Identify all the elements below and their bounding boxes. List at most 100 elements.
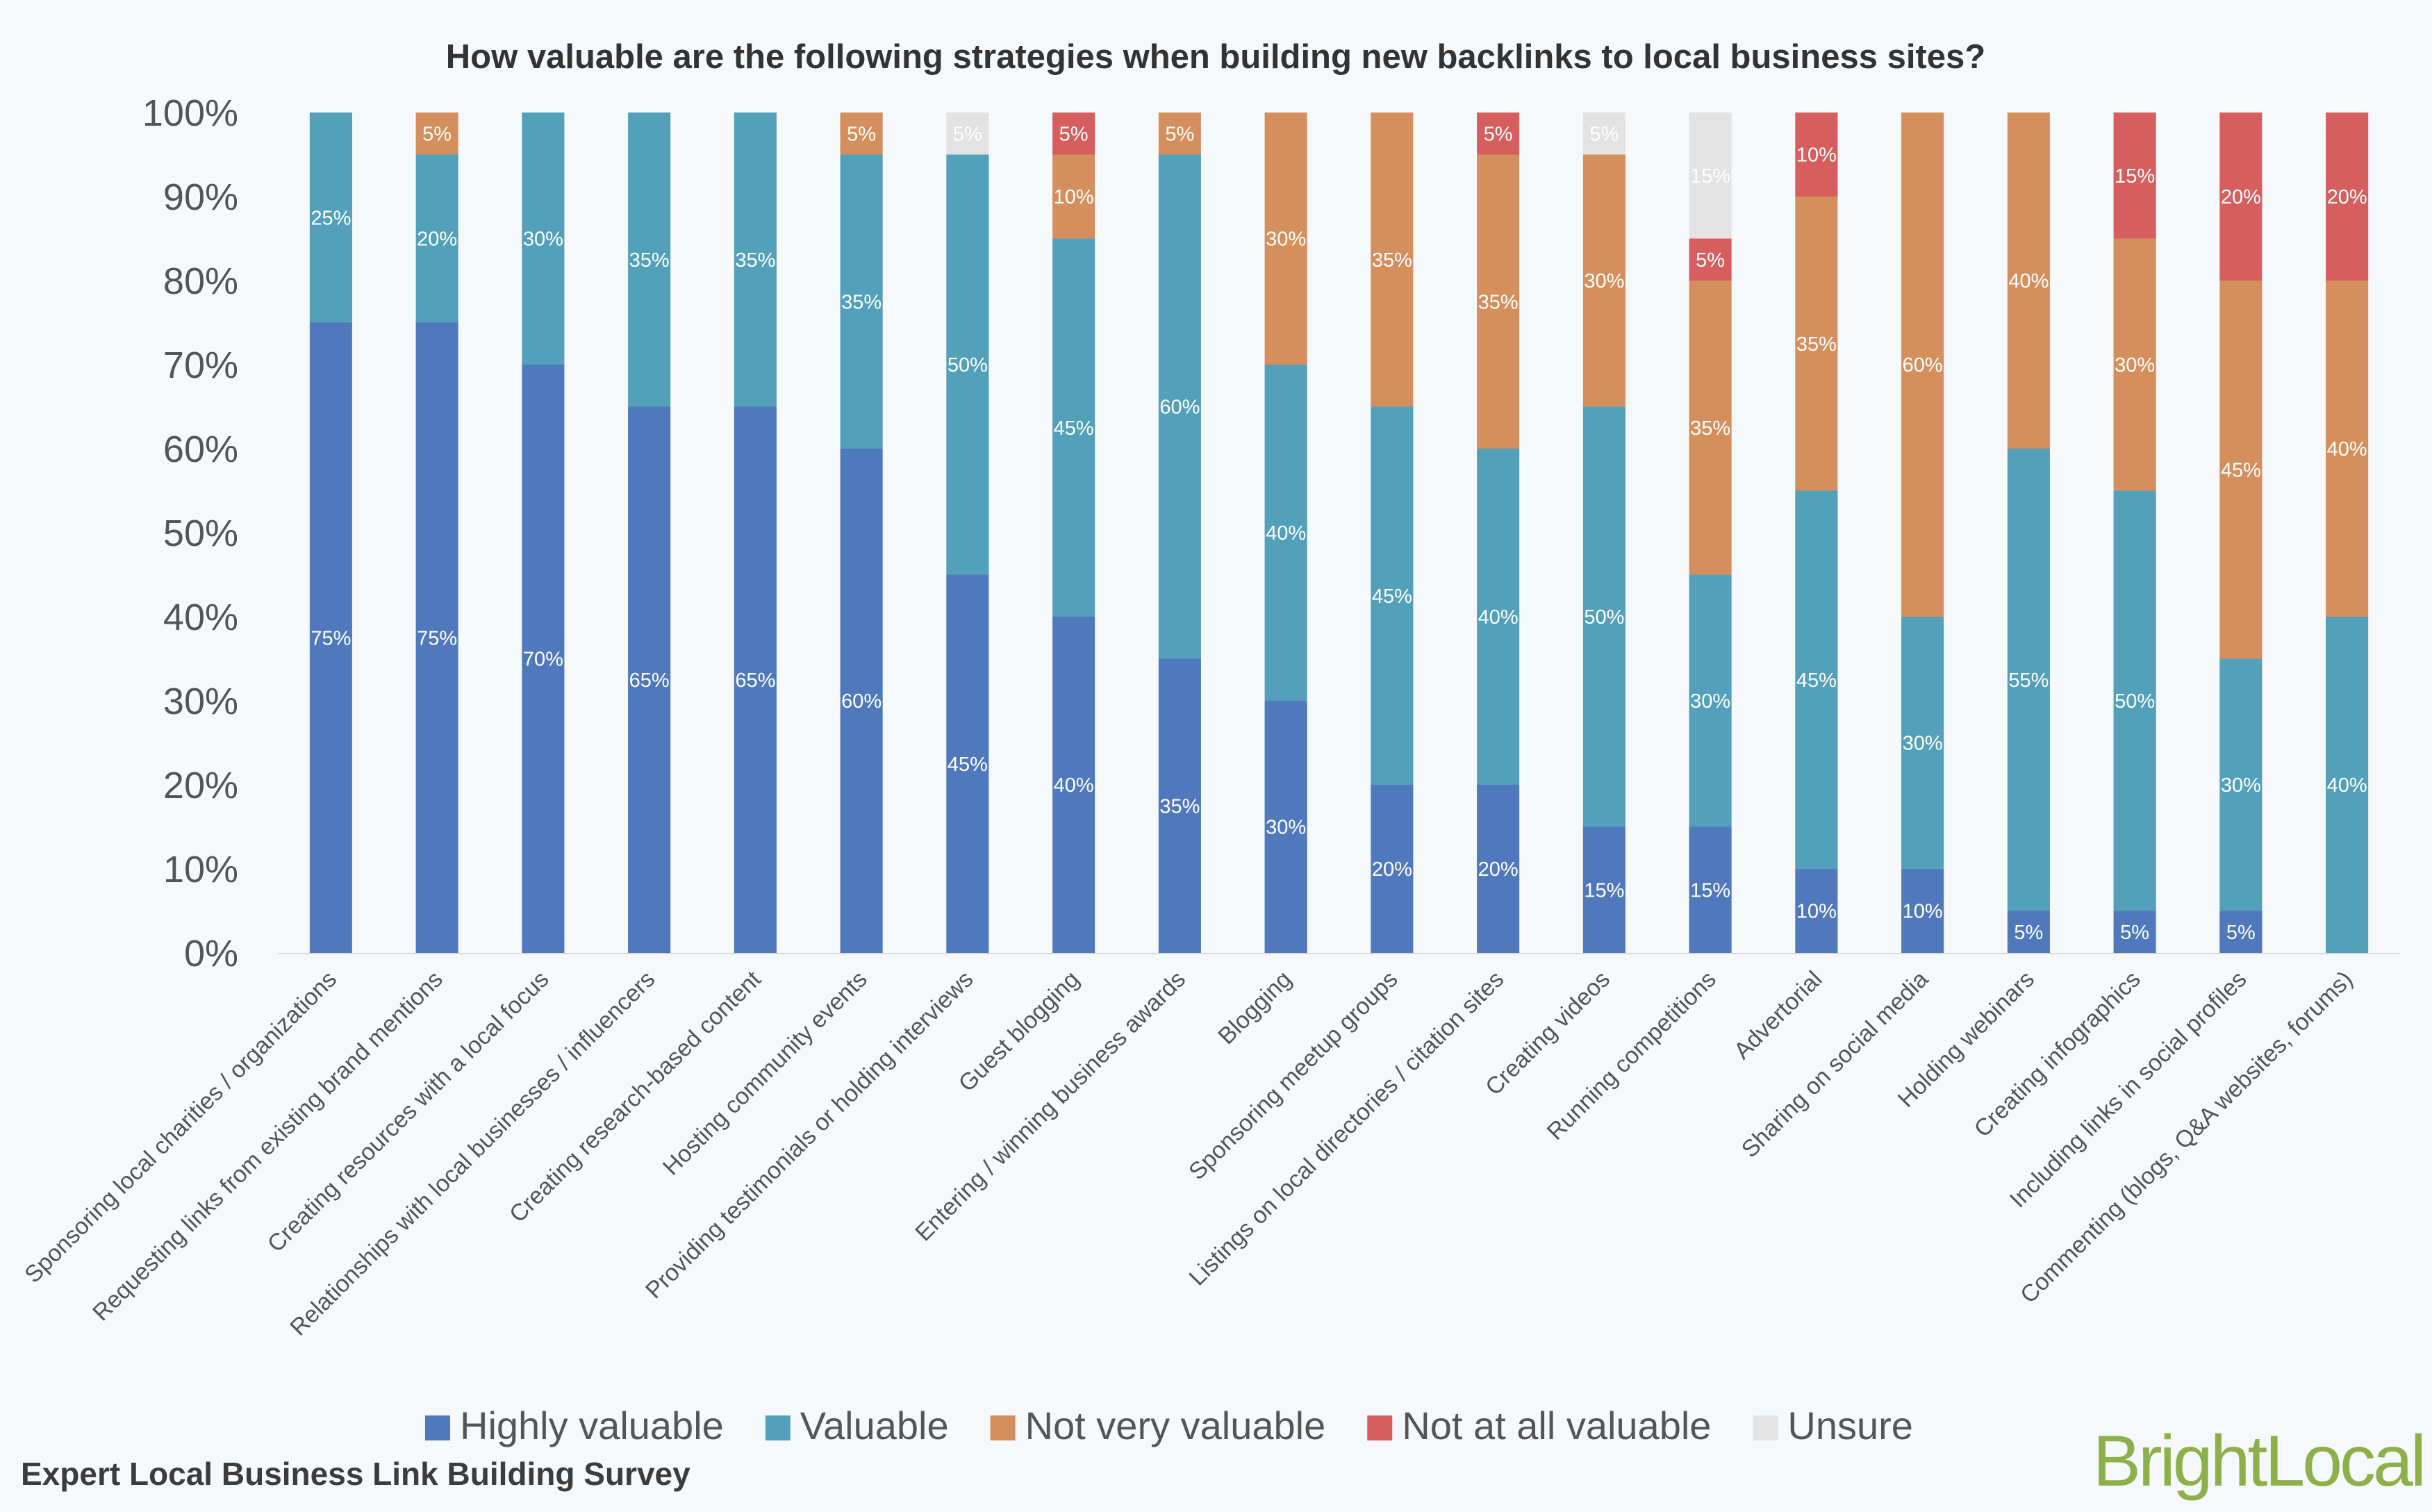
data-label: 10% (1903, 901, 1943, 923)
data-label: 30% (1266, 817, 1306, 839)
bar-segment (2326, 617, 2369, 953)
bar-segment (946, 574, 989, 953)
bar-segment (946, 113, 989, 155)
legend-swatch (1753, 1415, 1778, 1440)
data-label: 10% (1796, 901, 1837, 923)
data-label: 5% (1589, 123, 1619, 145)
data-label: 15% (2115, 165, 2155, 188)
y-tick-label: 20% (163, 765, 238, 806)
data-label: 40% (2327, 774, 2367, 797)
category-label: Blogging (1213, 966, 1296, 1049)
data-label: 5% (847, 123, 876, 145)
y-tick-label: 90% (163, 176, 238, 218)
bar-segment (2113, 911, 2156, 953)
chart-title: How valuable are the following strategie… (446, 38, 1985, 76)
data-label: 20% (1372, 858, 1412, 881)
y-tick-label: 10% (163, 849, 238, 890)
data-label: 35% (841, 291, 882, 313)
bar-segment (2219, 911, 2263, 953)
bar-segment (1689, 574, 1732, 827)
bar-segment (1582, 154, 1626, 407)
bar-segment (1264, 365, 1307, 701)
data-label: 65% (735, 670, 775, 692)
y-tick-label: 60% (163, 429, 238, 470)
data-label: 30% (1690, 690, 1730, 713)
data-label: 45% (1796, 670, 1837, 692)
data-label: 30% (2221, 774, 2261, 797)
legend-swatch (1367, 1415, 1393, 1440)
bar-segment (2007, 113, 2050, 449)
bar-segment (1689, 826, 1732, 953)
bar-segment (415, 154, 458, 323)
bar-segment (1795, 113, 1838, 197)
category-label: Including links in social profiles (2005, 966, 2252, 1213)
bar-segment (1158, 154, 1201, 659)
y-tick-label: 40% (163, 597, 238, 638)
brand-logo: BrightLocal (2092, 1421, 2426, 1502)
bar-segment (1052, 617, 1095, 953)
data-label: 50% (1584, 606, 1624, 629)
data-label: 40% (2327, 438, 2367, 460)
data-label: 45% (2221, 459, 2261, 481)
bar-segment (1264, 701, 1307, 953)
data-label: 20% (2221, 186, 2261, 208)
data-label: 5% (1484, 123, 1513, 145)
bar-segment (1371, 406, 1414, 785)
legend-label: Unsure (1787, 1404, 1913, 1447)
y-tick-label: 30% (163, 681, 238, 722)
bar-segment (2007, 911, 2050, 953)
bar-segment (840, 154, 883, 449)
bar-segment (1371, 113, 1414, 407)
bar-segment (734, 113, 777, 407)
data-label: 15% (1690, 879, 1730, 902)
data-label: 5% (422, 123, 452, 145)
y-tick-label: 70% (163, 344, 238, 386)
data-label: 10% (1054, 186, 1094, 208)
bar-segment (1477, 449, 1520, 785)
bar-segment (1052, 238, 1095, 617)
bar-segment (1371, 785, 1414, 953)
bar-segment (1582, 826, 1626, 953)
bar-segment (2113, 238, 2156, 491)
category-label: Requesting links from existing brand men… (88, 966, 448, 1327)
data-label: 5% (1165, 123, 1194, 145)
data-label: 40% (1054, 774, 1094, 797)
category-label: Advertorial (1729, 966, 1828, 1065)
bar-segment (1901, 113, 1944, 617)
bar-segment (2219, 281, 2263, 659)
bar-segment (522, 113, 565, 365)
category-label: Hosting community events (658, 966, 872, 1181)
data-label: 5% (1696, 249, 1725, 272)
legend-swatch (765, 1415, 791, 1440)
bar-segment (1477, 154, 1520, 449)
data-label: 10% (1796, 144, 1837, 167)
bar-segment (1795, 197, 1838, 491)
survey-title: Expert Local Business Link Building Surv… (21, 1456, 690, 1492)
bar-segment (309, 113, 352, 323)
bar-segment (628, 406, 671, 953)
bar-segment (840, 449, 883, 953)
data-label: 5% (2120, 922, 2149, 944)
data-label: 40% (2008, 270, 2049, 292)
data-label: 50% (948, 354, 988, 376)
data-label: 30% (1266, 229, 1306, 251)
data-label: 70% (523, 649, 563, 671)
bar-segment (1582, 406, 1626, 827)
data-label: 40% (1266, 522, 1306, 545)
bar-segment (415, 113, 458, 155)
data-label: 15% (1584, 879, 1624, 902)
bar-segment (1477, 785, 1520, 953)
bar-segment (1901, 617, 1944, 869)
data-label: 5% (953, 123, 982, 145)
y-tick-label: 80% (163, 260, 238, 302)
bar-segment (1582, 113, 1626, 155)
bar-segment (1477, 113, 1520, 155)
bar-segment (840, 113, 883, 155)
y-tick-label: 100% (142, 92, 238, 134)
bar-segment (1052, 154, 1095, 239)
data-label: 55% (2008, 670, 2049, 692)
category-label: Relationships with local businesses / in… (285, 966, 660, 1341)
data-label: 40% (1478, 606, 1519, 629)
